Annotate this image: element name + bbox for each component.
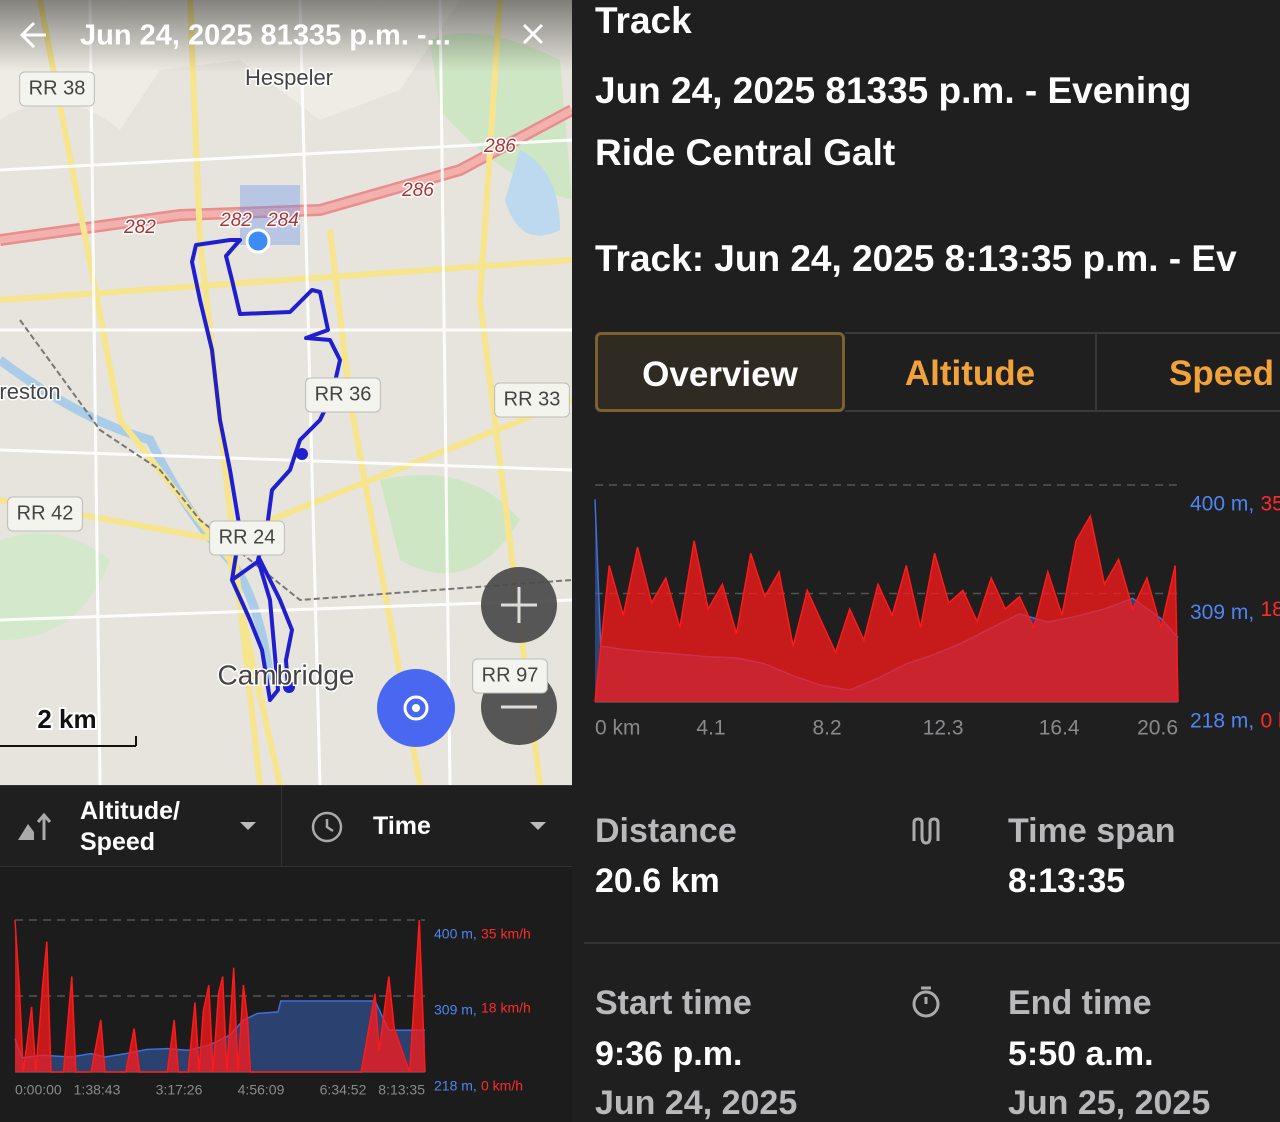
road-shield [7,496,83,532]
place-label: Hespeler [245,65,333,90]
track-subtitle: Track: Jun 24, 2025 8:13:35 p.m. - Ev [595,238,1237,279]
timer-icon [912,986,940,1018]
y-tick-label: 218 m, [1190,710,1254,733]
y2-tick-label: 35 km/h [1261,493,1280,516]
x-tick-label: 1:38:43 [74,1082,121,1098]
y-tick-label: 400 m, [1190,493,1254,516]
details-panel: Track Jun 24, 2025 81335 p.m. - Evening … [572,0,1280,1122]
series-line [14,919,426,1073]
highway-label: 284 [266,210,299,231]
map: 2 km Jun 24, 2025 81335 p.m. -... RR 38 H… [0,0,572,785]
road-label: RR 36 [315,383,372,405]
span-icon [912,817,940,845]
y2-tick-label: 35 km/h [481,926,531,942]
road-label: RR 97 [482,664,539,686]
x-tick-label: 3:17:26 [156,1082,203,1098]
highway-label: 282 [219,210,252,231]
left-selector[interactable]: Altitude/ Speed [80,797,180,856]
dropdown-arrow [240,822,256,830]
y2-tick-label: 18 km/h [1261,598,1280,621]
place-label: Cambridge [218,659,355,690]
series-area [15,1001,425,1072]
series-area [15,920,425,1072]
road-shield [305,377,381,413]
map-panel: 2 km Jun 24, 2025 81335 p.m. -... RR 38 H… [0,0,572,1122]
tab[interactable]: Overview [595,332,845,412]
x-tick-label: 8.2 [812,717,841,740]
x-tick-label: 4.1 [696,717,725,740]
track-name: Jun 24, 2025 81335 p.m. - Evening Ride C… [595,70,1192,173]
x-tick-label: 4:56:09 [238,1082,285,1098]
distance-chart: 218 m, 0 km/h 309 m, 18 km/h 400 m, 35 km/h 0 … [594,484,1280,740]
y2-tick-label: 18 km/h [481,1000,531,1016]
altitude-icon [18,812,52,840]
x-tick-label: 20.6 [1137,717,1178,740]
stat-value: 5:50 a.m. [1008,1035,1154,1073]
chart-controls: Altitude/ Speed Time [0,785,572,867]
stat-value: 20.6 km [595,862,720,900]
stat-value: 9:36 p.m. [595,1035,743,1073]
x-tick-label: 12.3 [923,717,964,740]
highway-label: 286 [401,180,434,201]
tab[interactable]: Speed [1097,332,1280,412]
road-shield [209,520,285,556]
right-selector[interactable]: Time [373,812,431,840]
back-button[interactable] [19,21,46,49]
series-area [595,516,1178,702]
heading: Track [595,0,692,41]
tab[interactable]: Altitude [845,332,1097,412]
time-icon [311,811,343,843]
stat-label: Time span [1008,812,1176,850]
stat-value: 8:13:35 [1008,862,1126,900]
stat-label: End time [1008,984,1152,1022]
y-tick-label: 218 m, [434,1078,477,1094]
road-shield [494,382,570,418]
place-label: reston [0,379,61,404]
stat-date: Jun 25, 2025 [1008,1084,1211,1122]
road-label: RR 38 [29,77,86,99]
road-label: RR 42 [17,502,74,524]
x-tick-label: 0 km [595,717,641,740]
x-tick-label: 0:00:00 [15,1082,62,1098]
stat-label: Distance [595,812,737,850]
map-scale: 2 km [37,704,96,734]
map-title: Jun 24, 2025 81335 p.m. -... [80,20,451,52]
stat-label: Start time [595,984,752,1022]
x-tick-label: 16.4 [1039,717,1080,740]
series-line [594,513,1179,703]
y-tick-label: 309 m, [434,1002,477,1018]
y2-tick-label: 0 km/h [1261,710,1280,733]
dropdown-arrow [530,822,546,830]
y-tick-label: 309 m, [1190,601,1254,624]
time-chart: 218 m, 0 km/h 309 m, 18 km/h 400 m, 35 km/h 0:… [14,919,531,1098]
road-label: RR 24 [219,526,276,548]
stat-date: Jun 24, 2025 [595,1084,798,1122]
highway-label: 286 [483,136,516,157]
close-button[interactable] [522,23,544,45]
road-shield [472,658,548,694]
x-tick-label: 6:34:52 [320,1082,367,1098]
road-label: RR 33 [504,388,561,410]
y2-tick-label: 0 km/h [481,1078,523,1094]
road-shield [19,71,95,107]
y-tick-label: 400 m, [434,926,477,942]
x-tick-label: 8:13:35 [378,1082,425,1098]
highway-label: 282 [123,217,156,238]
